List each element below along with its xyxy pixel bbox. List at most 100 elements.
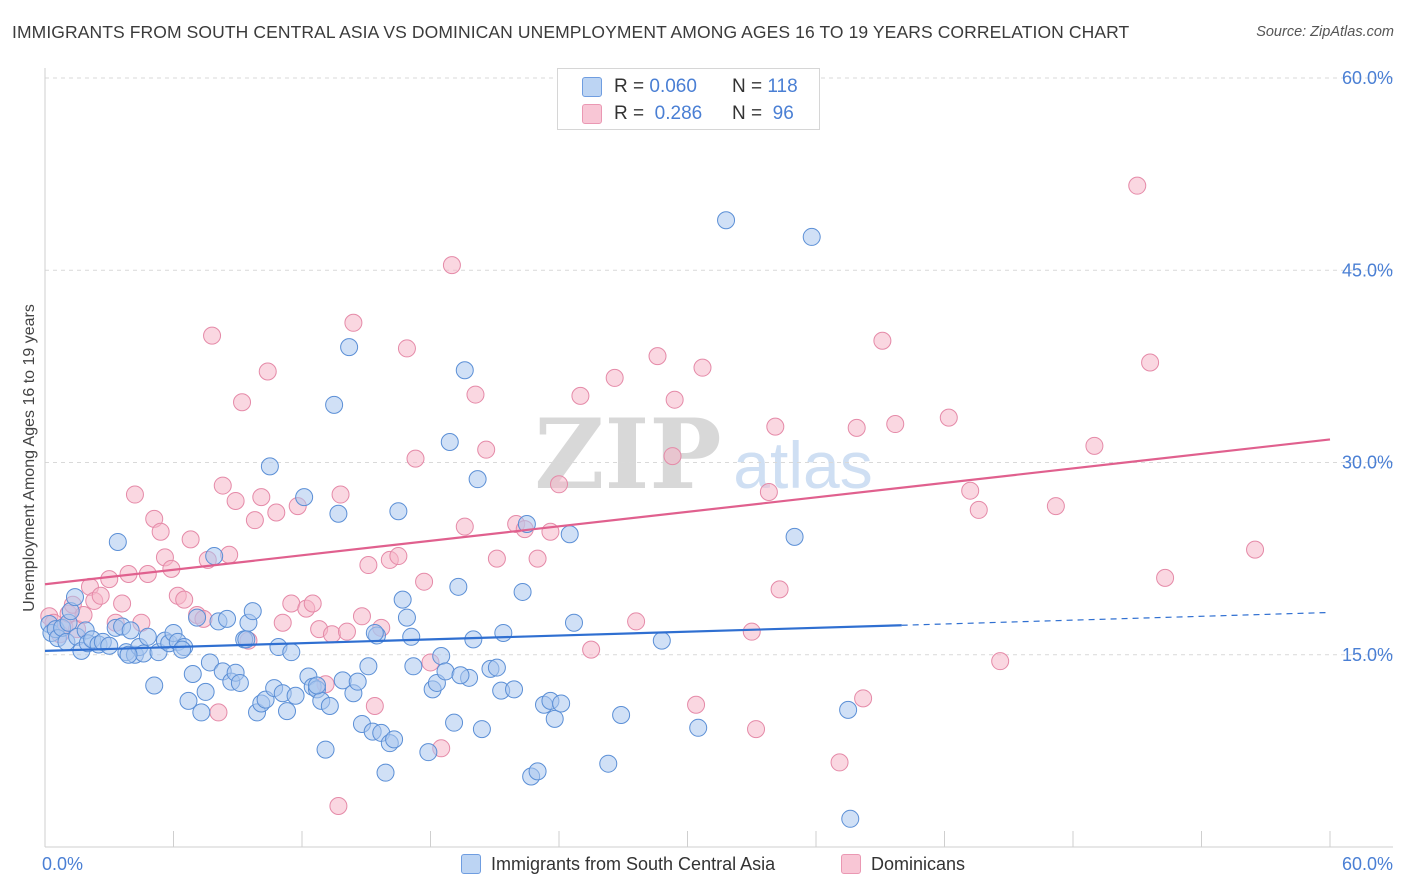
x-tick-label: 0.0% <box>42 854 83 874</box>
data-point-south-central-asia <box>560 525 579 544</box>
data-point-south-central-asia <box>108 532 127 551</box>
y-tick-label: 45.0% <box>1342 260 1393 280</box>
data-point-dominicans <box>331 485 350 504</box>
data-point-south-central-asia <box>119 645 138 664</box>
data-point-dominicans <box>693 358 712 377</box>
data-point-south-central-asia <box>145 676 164 695</box>
x-tick-label: 60.0% <box>1342 854 1393 874</box>
data-point-south-central-asia <box>376 763 395 782</box>
data-point-south-central-asia <box>192 703 211 722</box>
data-point-dominicans <box>389 547 408 566</box>
legend-swatch-blue <box>461 854 481 874</box>
data-point-south-central-asia <box>389 502 408 521</box>
data-point-dominicans <box>571 386 590 405</box>
data-point-south-central-asia <box>295 488 314 507</box>
data-point-south-central-asia <box>652 631 671 650</box>
data-point-dominicans <box>175 590 194 609</box>
data-point-dominicans <box>1156 568 1175 587</box>
bottom-legend-series2: Dominicans <box>841 852 965 876</box>
data-point-south-central-asia <box>528 762 547 781</box>
legend-n-label: N = <box>732 76 763 97</box>
data-point-south-central-asia <box>138 627 157 646</box>
data-point-dominicans <box>663 447 682 466</box>
data-point-dominicans <box>252 488 271 507</box>
data-point-dominicans <box>991 652 1010 671</box>
data-point-south-central-asia <box>468 470 487 489</box>
data-point-south-central-asia <box>404 657 423 676</box>
bottom-legend-label-series1: Immigrants from South Central Asia <box>491 853 776 874</box>
data-point-south-central-asia <box>839 700 858 719</box>
data-point-dominicans <box>203 326 222 345</box>
data-point-south-central-asia <box>365 623 384 642</box>
data-point-dominicans <box>226 491 245 510</box>
data-point-south-central-asia <box>348 672 367 691</box>
data-point-dominicans <box>209 703 228 722</box>
data-point-south-central-asia <box>802 227 821 246</box>
data-point-south-central-asia <box>487 658 506 677</box>
data-point-south-central-asia <box>436 662 455 681</box>
data-point-south-central-asia <box>320 697 339 716</box>
data-point-dominicans <box>365 697 384 716</box>
axes <box>44 68 1393 848</box>
data-point-dominicans <box>466 385 485 404</box>
data-point-dominicans <box>1085 436 1104 455</box>
data-point-south-central-asia <box>494 623 513 642</box>
data-point-south-central-asia <box>449 577 468 596</box>
trend-line-south-central-asia <box>44 624 902 653</box>
data-point-dominicans <box>886 415 905 434</box>
data-point-south-central-asia <box>440 432 459 451</box>
data-point-south-central-asia <box>230 673 249 692</box>
data-point-south-central-asia <box>173 640 192 659</box>
data-point-dominicans <box>91 586 110 605</box>
trend-line-extension-south-central-asia <box>901 611 1331 626</box>
data-point-south-central-asia <box>472 720 491 739</box>
data-point-dominicans <box>258 362 277 381</box>
data-point-dominicans <box>742 622 761 641</box>
data-point-dominicans <box>337 622 356 641</box>
data-point-dominicans <box>100 570 119 589</box>
data-point-dominicans <box>151 522 170 541</box>
data-point-dominicans <box>665 390 684 409</box>
data-point-south-central-asia <box>451 666 470 685</box>
data-point-south-central-asia <box>286 686 305 705</box>
data-point-dominicans <box>125 485 144 504</box>
data-point-south-central-asia <box>599 754 618 773</box>
chart-title: IMMIGRANTS FROM SOUTH CENTRAL ASIA VS DO… <box>12 22 1130 42</box>
legend-n-value: 118 <box>767 76 798 97</box>
data-point-south-central-asia <box>432 647 451 666</box>
data-point-south-central-asia <box>505 680 524 699</box>
data-point-south-central-asia <box>282 643 301 662</box>
data-point-south-central-asia <box>278 702 297 721</box>
watermark: ZIP atlas <box>534 398 872 511</box>
data-point-south-central-asia <box>205 547 224 566</box>
data-point-dominicans <box>528 549 547 568</box>
data-point-dominicans <box>759 482 778 501</box>
data-point-south-central-asia <box>517 515 536 534</box>
data-point-dominicans <box>220 545 239 564</box>
data-point-dominicans <box>1246 540 1265 559</box>
legend-n-label: N = <box>732 103 763 124</box>
data-point-dominicans <box>406 449 425 468</box>
watermark-atlas: atlas <box>733 428 872 502</box>
data-point-dominicans <box>359 556 378 575</box>
data-point-dominicans <box>1128 176 1147 195</box>
data-point-dominicans <box>969 500 988 519</box>
trend-lines <box>44 438 1331 653</box>
data-point-dominicans <box>582 640 601 659</box>
data-point-dominicans <box>1141 353 1160 372</box>
data-point-dominicans <box>648 347 667 366</box>
watermark-zip: ZIP <box>534 398 721 511</box>
source-label: Source: ZipAtlas.com <box>1256 24 1394 40</box>
data-point-south-central-asia <box>445 713 464 732</box>
data-point-south-central-asia <box>121 621 140 640</box>
legend-swatch-pink <box>841 854 861 874</box>
series-south-central-asia <box>40 211 860 828</box>
data-point-south-central-asia <box>316 740 335 759</box>
data-point-dominicans <box>415 572 434 591</box>
data-point-dominicans <box>303 594 322 613</box>
data-point-dominicans <box>322 625 341 644</box>
data-point-south-central-asia <box>513 582 532 601</box>
bottom-legend-label-series2: Dominicans <box>871 853 966 874</box>
data-point-dominicans <box>747 720 766 739</box>
